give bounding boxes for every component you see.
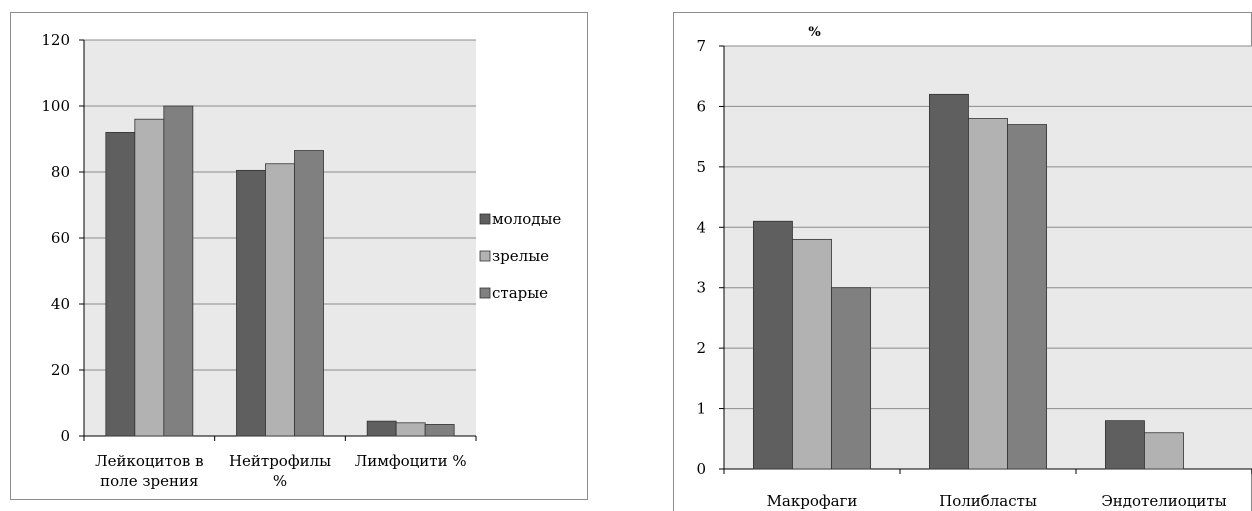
x-category-label: поле зрения (100, 472, 198, 490)
x-category-label: % (273, 472, 287, 490)
y-tick-label: 1 (696, 400, 706, 418)
y-tick-label: 5 (696, 158, 706, 176)
legend-swatch (479, 213, 491, 225)
x-category-label: Лейкоцитов в (95, 452, 203, 470)
bar (105, 131, 136, 437)
chart-2: 0 1 2 3 4 5 6 7 Макрофаги Полибласты Эндотелиоциты… (673, 12, 1252, 511)
y-tick-label: 6 (696, 97, 706, 115)
y-tick-label: 4 (696, 218, 706, 236)
bar (163, 105, 194, 437)
bar (294, 150, 324, 437)
y-tick-label: 80 (51, 163, 70, 181)
y-tick-label: 0 (696, 460, 706, 478)
legend-label: старые (492, 284, 548, 302)
bar (134, 118, 165, 437)
bar (831, 287, 872, 470)
legend-label: молодые (492, 210, 561, 228)
y-tick-label: 100 (41, 97, 70, 115)
legend-swatch (479, 287, 491, 299)
chart-title: % (808, 25, 821, 40)
y-tick-label: 20 (51, 361, 70, 379)
bar (424, 424, 455, 437)
bar (1007, 124, 1048, 470)
bar (366, 420, 397, 437)
y-tick-label: 60 (51, 229, 70, 247)
y-tick-label: 120 (41, 31, 70, 49)
y-tick-label: 40 (51, 295, 70, 313)
x-category-label: Полибласты (939, 492, 1037, 510)
bar (968, 118, 1008, 470)
y-tick-label: 7 (696, 37, 706, 55)
chart-1: 0 20 40 60 80 100 120 Лейкоцитов в поле зрения Не… (10, 12, 588, 500)
x-category-label: Нейтрофилы (229, 452, 331, 470)
x-category-label: Макрофаги (767, 492, 858, 510)
bar (1144, 432, 1184, 470)
bar (395, 422, 426, 437)
bar (1104, 420, 1145, 470)
y-tick-label: 2 (696, 339, 706, 357)
y-tick-label: 3 (696, 279, 706, 297)
bar (752, 220, 793, 470)
bar (265, 163, 295, 437)
bar (236, 169, 266, 437)
bar (928, 93, 969, 470)
x-category-label: Лимфоцити % (355, 452, 467, 470)
legend-label: зрелые (492, 247, 549, 265)
y-tick-label: 0 (60, 427, 70, 445)
legend-swatch (479, 250, 491, 262)
x-category-label: Эндотелиоциты (1101, 492, 1226, 510)
bar (792, 238, 832, 470)
